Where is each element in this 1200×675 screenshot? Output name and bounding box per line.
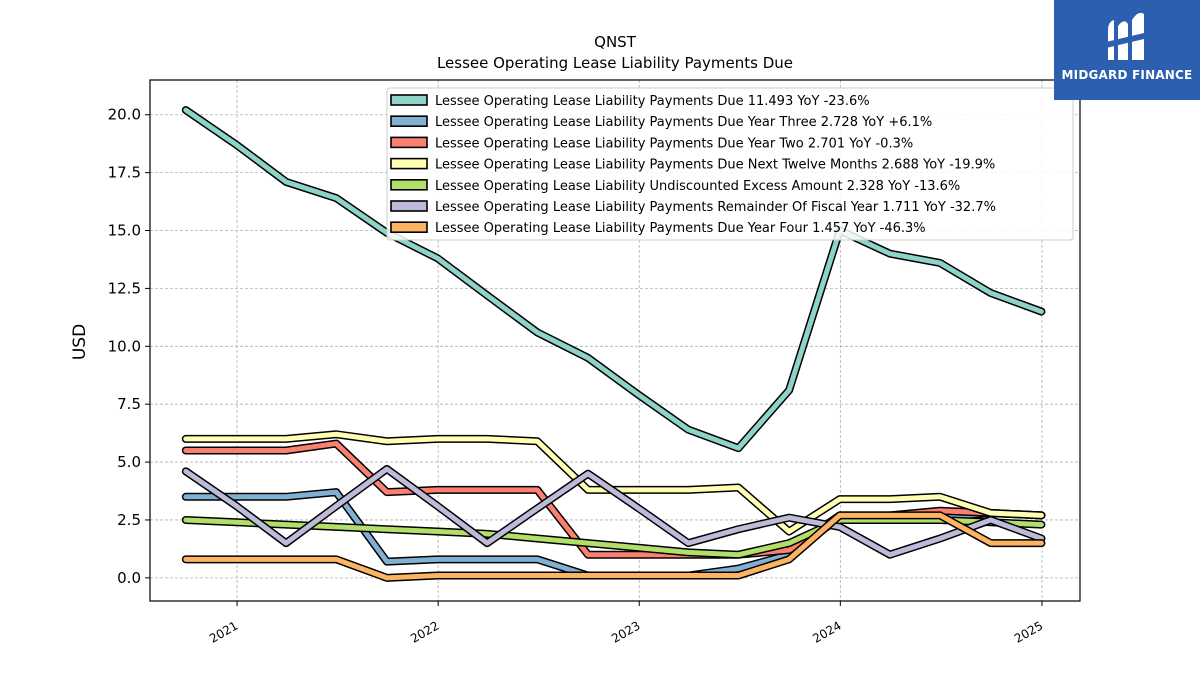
series-6 [181,465,1046,559]
legend-label: Lessee Operating Lease Liability Payment… [435,115,932,130]
legend-label: Lessee Operating Lease Liability Payment… [435,200,996,215]
legend-box [386,87,1074,241]
legend-label: Lessee Operating Lease Liability Payment… [435,136,913,151]
series-line [183,466,1044,558]
series-line [183,517,1044,558]
legend-item: Lessee Operating Lease Liability Payment… [390,157,995,173]
legend-item: Lessee Operating Lease Liability Payment… [390,94,870,109]
series-1 [181,106,1046,453]
x-tick-label: 2023 [609,618,642,645]
y-tick-label: 20.0 [108,106,141,124]
y-tick-label: 17.5 [108,164,141,182]
brand-logo: MIDGARD FINANCE [1054,0,1200,100]
legend-swatch [390,115,428,127]
y-tick-label: 7.5 [117,395,141,413]
legend-label: Lessee Operating Lease Liability Payment… [435,94,870,109]
chart-subtitle: Lessee Operating Lease Liability Payment… [437,54,793,72]
legend-swatch [390,200,428,212]
legend-swatch [390,94,428,106]
y-tick-label: 5.0 [117,453,141,471]
legend-item: Lessee Operating Lease Liability Payment… [390,115,932,130]
x-tick-label: 2025 [1012,618,1045,645]
series-lines [181,106,1046,582]
legend-label: Lessee Operating Lease Liability Undisco… [435,179,960,194]
legend: Lessee Operating Lease Liability Payment… [386,87,1074,241]
y-axis-label: USD [70,324,90,360]
legend-swatch [390,157,428,170]
x-tick-label: 2021 [207,618,240,645]
legend-item: Lessee Operating Lease Liability Payment… [390,200,996,215]
midgard-m-logo-icon [1106,12,1148,60]
y-tick-label: 2.5 [117,511,141,529]
legend-swatch [390,179,428,191]
plot-frame [149,79,1081,602]
series-line [183,512,1044,581]
chart-title: QNST [594,33,637,51]
legend-label: Lessee Operating Lease Liability Payment… [435,221,926,236]
axes: 0.0 2.5 5.0 7.5 10.0 12.5 15.0 17.5 20.0 2021 2022… [108,79,1081,646]
y-tick-label: 0.0 [117,569,141,587]
legend-swatch [390,221,428,233]
brand-name: MIDGARD FINANCE [1061,68,1193,82]
x-tick-label: 2024 [810,618,843,645]
y-tick-label: 12.5 [108,279,141,297]
series-5 [181,515,1046,559]
legend-label: Lessee Operating Lease Liability Payment… [435,158,995,173]
legend-item: Lessee Operating Lease Liability Undisco… [390,179,960,194]
legend-item: Lessee Operating Lease Liability Payment… [390,136,913,151]
x-tick-label: 2022 [408,618,441,645]
y-tick-label: 10.0 [108,337,141,355]
legend-swatch [390,136,428,149]
series-7 [181,511,1046,582]
y-tick-label: 15.0 [108,222,141,240]
legend-item: Lessee Operating Lease Liability Payment… [390,221,926,236]
series-line [183,107,1044,451]
